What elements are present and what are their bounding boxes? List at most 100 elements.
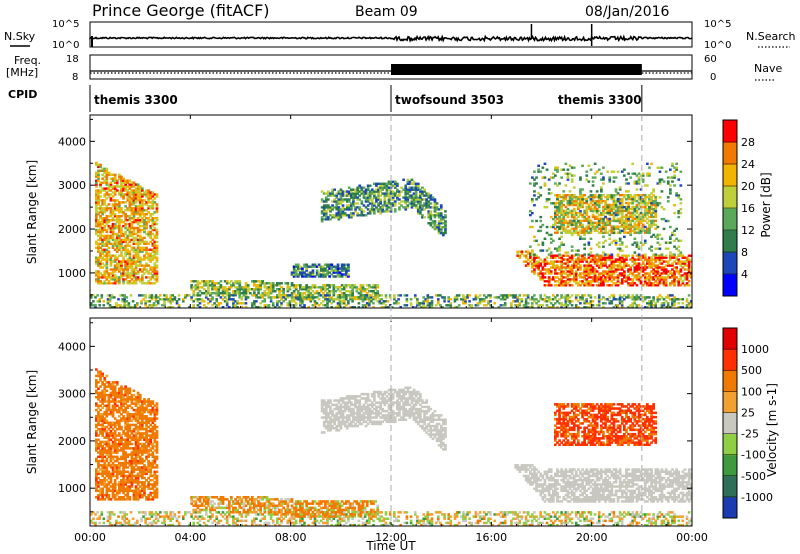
power-cell [564,266,568,269]
power-cell [650,207,653,211]
power-cell [105,258,109,261]
power-cell [650,205,653,209]
power-cell [328,295,331,299]
power-cell [109,282,113,285]
power-cell [398,190,401,193]
power-cell [564,231,568,234]
power-cell [623,272,626,275]
power-cell [280,290,283,293]
power-cell [140,302,143,305]
power-cell [574,201,578,205]
power-cell [136,234,140,238]
power-cell [533,270,536,273]
power-cell [393,186,397,189]
power-cell [153,197,157,200]
power-cell [211,292,214,295]
power-cell [627,254,630,257]
power-cell [564,300,568,303]
power-cell [290,298,294,301]
power-cell [600,197,603,201]
power-cell [194,298,198,301]
power-cell [391,198,395,201]
power-cell [652,282,655,285]
power-cell [635,276,639,279]
power-cell [602,241,605,244]
power-cell [556,306,559,308]
power-cell [560,294,563,297]
power-cell [547,306,551,308]
power-cell [134,197,138,200]
power-cell [635,227,639,230]
power-cell [526,250,530,253]
power-cell [648,272,651,275]
power-cell [604,264,607,267]
power-cell [541,260,545,263]
power-cell [664,280,668,283]
power-cell [271,296,275,299]
power-cell [641,174,645,177]
power-cell [681,262,685,265]
power-cell [280,298,283,301]
power-cell [103,274,107,277]
power-cell [120,264,123,267]
power-cell [372,297,375,301]
power-cell [560,210,563,213]
power-cell [103,207,107,210]
power-cell [566,264,570,267]
power-cell [529,306,532,308]
power-cell [155,195,159,198]
power-cell [604,260,607,263]
power-cell [97,260,100,263]
power-cell [127,302,131,305]
power-cell [614,199,618,203]
power-cell [305,286,308,289]
power-cell [155,280,159,283]
power-cell [627,201,630,205]
power-cell [671,180,674,183]
power-cell [103,242,107,245]
power-cell [587,164,591,167]
power-cell [547,247,551,250]
power-cell [602,211,605,215]
power-cell [518,250,522,253]
power-cell [625,264,628,267]
power-cell [111,209,115,212]
power-cell [267,288,271,291]
power-cell [408,186,412,189]
power-cell [292,284,296,287]
power-cell [583,209,586,213]
power-cell [333,188,336,191]
power-cell [669,256,672,259]
power-cell [616,170,620,173]
power-cell [340,292,344,295]
power-cell [602,205,605,209]
power-cell [627,223,630,226]
power-cell [612,219,616,222]
power-cell [643,274,647,277]
power-cell [620,272,624,275]
power-cell [437,216,441,219]
power-cell [558,268,561,271]
power-cell [673,274,676,277]
power-cell [375,200,378,203]
power-cell [560,219,563,223]
power-cell [384,306,388,308]
power-cell [412,186,416,189]
power-cell [587,195,591,199]
power-cell [549,272,553,275]
power-cell [427,214,431,217]
power-cell [373,196,376,199]
power-cell [128,256,132,259]
power-cell [95,274,98,277]
power-cell [106,302,110,305]
power-cell [113,268,117,271]
power-cell [393,302,396,305]
power-cell [562,213,566,217]
power-cell [327,204,330,207]
power-cell [631,198,635,201]
power-cell [103,175,107,178]
power-cell [303,275,306,278]
power-cell [105,222,109,226]
power-cell [602,182,605,185]
power-cell [574,199,578,203]
